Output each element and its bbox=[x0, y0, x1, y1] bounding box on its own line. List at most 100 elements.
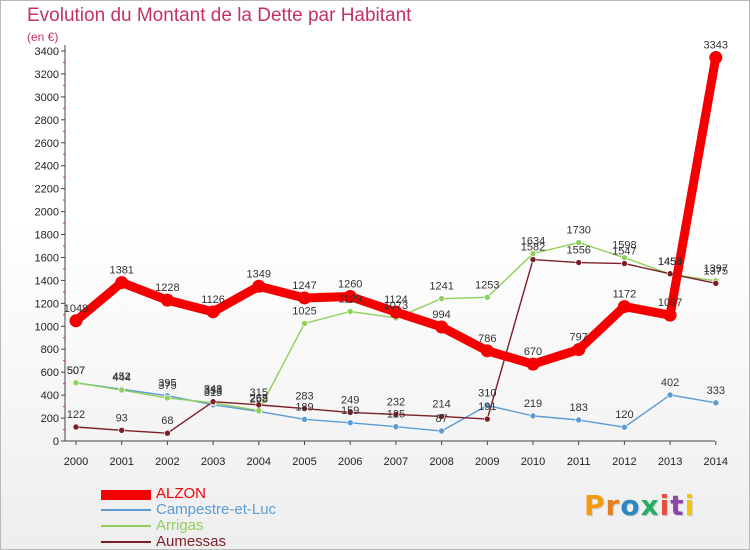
legend-label: Campestre-et-Luc bbox=[156, 501, 277, 518]
data-label: 87 bbox=[435, 413, 447, 425]
data-label: 93 bbox=[116, 412, 128, 424]
chart-subtitle: (en €) bbox=[27, 30, 59, 44]
data-point bbox=[346, 308, 354, 315]
data-label: 507 bbox=[67, 365, 85, 377]
data-label: 1547 bbox=[612, 246, 636, 258]
data-label: 1349 bbox=[247, 268, 271, 280]
data-point bbox=[118, 427, 125, 434]
data-label: 120 bbox=[615, 409, 633, 421]
data-label: 249 bbox=[341, 394, 359, 406]
y-tick-label: 2000 bbox=[35, 207, 59, 219]
data-point bbox=[529, 412, 537, 420]
data-point bbox=[712, 279, 720, 287]
x-tick-label: 2004 bbox=[247, 456, 271, 468]
x-tick-label: 2002 bbox=[155, 456, 179, 468]
data-label: 1048 bbox=[64, 303, 88, 315]
data-point bbox=[666, 270, 674, 278]
data-point bbox=[483, 293, 491, 301]
x-tick-label: 2003 bbox=[201, 456, 225, 468]
y-tick-label: 200 bbox=[41, 413, 59, 425]
data-label: 1247 bbox=[292, 280, 316, 292]
data-label: 1582 bbox=[521, 242, 545, 254]
legend-label: Arrigas bbox=[156, 517, 204, 534]
data-label: 3343 bbox=[704, 40, 728, 52]
data-label: 1097 bbox=[658, 297, 682, 309]
data-label: 191 bbox=[478, 401, 496, 413]
data-label: 1241 bbox=[429, 281, 453, 293]
data-point bbox=[438, 413, 445, 420]
data-point bbox=[160, 293, 174, 307]
data-point bbox=[301, 405, 308, 412]
y-tick-label: 3200 bbox=[35, 69, 59, 81]
data-label: 375 bbox=[158, 380, 176, 392]
y-tick-label: 2200 bbox=[35, 184, 59, 196]
data-point bbox=[301, 416, 308, 423]
data-label: 315 bbox=[250, 387, 268, 399]
x-tick-label: 2010 bbox=[521, 456, 545, 468]
data-point bbox=[529, 256, 537, 263]
data-label: 1126 bbox=[201, 294, 225, 306]
y-tick-label: 0 bbox=[53, 436, 59, 448]
data-point bbox=[435, 320, 449, 334]
logo-letter: i bbox=[659, 489, 671, 522]
data-label: 1073 bbox=[384, 300, 408, 312]
data-point bbox=[252, 279, 266, 293]
data-label: 333 bbox=[707, 385, 725, 397]
data-point bbox=[483, 402, 491, 409]
data-label: 125 bbox=[387, 409, 405, 421]
legend-swatch bbox=[101, 541, 151, 543]
data-point bbox=[164, 394, 171, 402]
data-label: 214 bbox=[432, 398, 450, 410]
x-tick-label: 2011 bbox=[567, 456, 591, 468]
x-tick-label: 2008 bbox=[429, 456, 453, 468]
data-point bbox=[392, 411, 400, 418]
data-label: 283 bbox=[295, 391, 313, 403]
legend-label: ALZON bbox=[156, 485, 207, 502]
data-point bbox=[438, 295, 445, 302]
data-point bbox=[346, 419, 354, 427]
data-label: 1598 bbox=[612, 240, 636, 252]
legend-label: Aumessas bbox=[156, 533, 227, 550]
data-point bbox=[301, 320, 308, 327]
logo-letter: t bbox=[670, 489, 685, 522]
data-label: 258 bbox=[250, 393, 268, 405]
data-point bbox=[663, 308, 677, 322]
x-tick-label: 2009 bbox=[475, 456, 499, 468]
data-label: 1634 bbox=[521, 236, 545, 248]
data-point bbox=[575, 416, 583, 424]
logo-letter: P bbox=[584, 489, 606, 522]
y-tick-label: 800 bbox=[41, 344, 59, 356]
x-tick-label: 2013 bbox=[658, 456, 682, 468]
data-label: 315 bbox=[204, 387, 222, 399]
data-point bbox=[438, 427, 445, 435]
data-point bbox=[709, 51, 723, 65]
data-point bbox=[72, 379, 80, 387]
data-point bbox=[712, 399, 720, 407]
data-point bbox=[255, 401, 263, 409]
data-label: 1172 bbox=[613, 289, 637, 301]
data-label: 994 bbox=[432, 309, 450, 321]
logo-letter: i bbox=[684, 489, 696, 522]
data-label: 1375 bbox=[704, 265, 728, 277]
y-tick-label: 3400 bbox=[35, 46, 59, 58]
y-tick-label: 1000 bbox=[35, 321, 59, 333]
x-tick-label: 2006 bbox=[338, 456, 362, 468]
data-point bbox=[164, 429, 171, 437]
data-label: 402 bbox=[661, 377, 679, 389]
data-label: 122 bbox=[67, 409, 85, 421]
data-point bbox=[115, 276, 129, 290]
data-label: 1124 bbox=[384, 294, 408, 306]
logo-letter: r bbox=[605, 489, 621, 522]
data-point bbox=[621, 423, 628, 431]
proxiti-logo: Proxiti bbox=[584, 489, 695, 522]
data-label: 1397 bbox=[704, 263, 728, 275]
data-point bbox=[389, 305, 403, 319]
data-label: 452 bbox=[113, 371, 131, 383]
data-label: 310 bbox=[478, 387, 496, 399]
data-label: 1260 bbox=[338, 278, 362, 290]
data-label: 1253 bbox=[475, 279, 499, 291]
y-tick-label: 2400 bbox=[35, 161, 59, 173]
data-label: 1228 bbox=[155, 282, 179, 294]
y-tick-label: 1800 bbox=[35, 230, 59, 242]
